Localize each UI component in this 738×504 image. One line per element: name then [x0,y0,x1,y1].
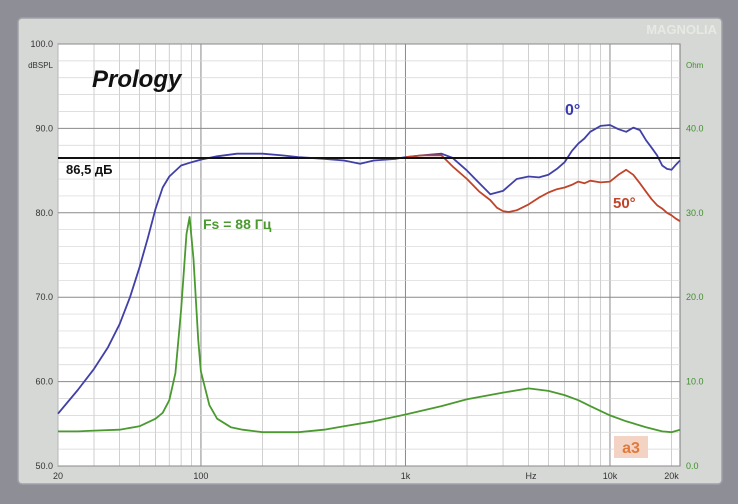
a3-badge-bg [614,436,648,458]
x-tick-label: 10k [603,471,618,481]
annotation-50-deg: 50° [613,195,636,212]
y-right-tick-label: 40.0 [686,123,704,133]
y-left-tick-label: 70.0 [35,292,53,302]
reference-line-label: 86,5 дБ [66,162,113,177]
y-left-tick-label: 50.0 [35,461,53,471]
chart-title: Prology [92,66,183,93]
y-right-axis-unit: Ohm [686,61,704,70]
series-line-0 [57,124,681,415]
x-tick-label: 100 [193,471,208,481]
annotation-fs: Fs = 88 Гц [203,216,272,232]
y-right-tick-label: 30.0 [686,208,704,218]
y-right-tick-label: 0.0 [686,461,699,471]
x-tick-label: 20 [53,471,63,481]
x-tick-label: 1k [401,471,411,481]
x-axis-unit: Hz [526,471,537,481]
plot-area [57,43,681,467]
y-left-tick-label: 80.0 [35,208,53,218]
y-left-tick-label: 90.0 [35,123,53,133]
a3-badge: a3 [622,440,640,457]
y-left-axis-unit: dBSPL [28,61,53,70]
y-left-tick-label: 60.0 [35,377,53,387]
y-right-tick-label: 10.0 [686,377,704,387]
series-line-1 [405,154,681,222]
y-left-tick-label: 100.0 [30,39,53,49]
y-right-tick-label: 20.0 [686,292,704,302]
annotation-0-deg: 0° [565,102,580,119]
x-tick-label: 20k [664,471,679,481]
series-line-2 [58,216,681,434]
magnolia-watermark: MAGNOLIA [646,22,717,37]
